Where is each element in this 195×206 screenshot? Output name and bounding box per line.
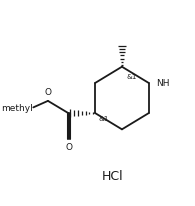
Text: HCl: HCl (102, 169, 124, 182)
Text: O: O (66, 143, 73, 151)
Text: &1: &1 (127, 74, 137, 80)
Text: O: O (44, 88, 51, 97)
Text: NH: NH (156, 79, 170, 88)
Text: &1: &1 (99, 115, 109, 121)
Text: methyl: methyl (1, 103, 33, 112)
